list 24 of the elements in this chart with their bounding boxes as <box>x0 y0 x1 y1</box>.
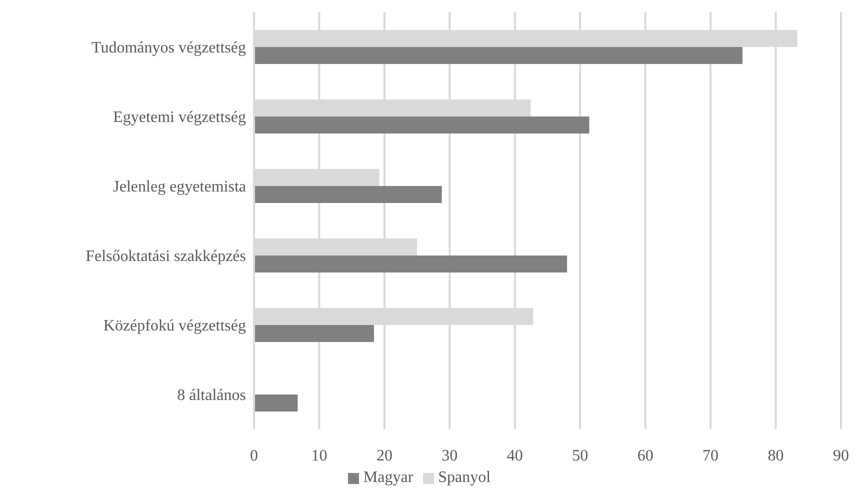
x-tick-label: 80 <box>768 447 784 464</box>
legend-label: Magyar <box>363 469 414 486</box>
bar <box>254 256 568 272</box>
x-tick-label: 0 <box>250 447 258 464</box>
x-tick-label: 70 <box>702 447 719 464</box>
bar <box>254 394 298 412</box>
y-tick-label: Felsőoktatási szakképzés <box>86 248 246 265</box>
y-tick-label: Jelenleg egyetemista <box>113 178 246 196</box>
x-tick-label: 10 <box>311 447 328 464</box>
bar <box>254 116 590 134</box>
y-tick-label: Középfokú végzettség <box>103 317 246 334</box>
y-tick-label: Tudományos végzettség <box>91 39 246 56</box>
y-tick-label: 8 általános <box>177 386 246 404</box>
bar <box>254 186 442 203</box>
x-tick-label: 40 <box>506 447 523 464</box>
x-tick-label: 30 <box>442 447 458 464</box>
bar <box>254 325 374 342</box>
bar <box>254 47 743 64</box>
x-tick-label: 60 <box>637 447 654 464</box>
x-tick-label: 50 <box>572 447 588 464</box>
legend-label: Spanyol <box>438 469 491 486</box>
y-tick-label: Egyetemi végzettség <box>113 108 246 126</box>
x-tick-label: 90 <box>833 447 849 464</box>
x-tick-label: 20 <box>376 447 392 464</box>
